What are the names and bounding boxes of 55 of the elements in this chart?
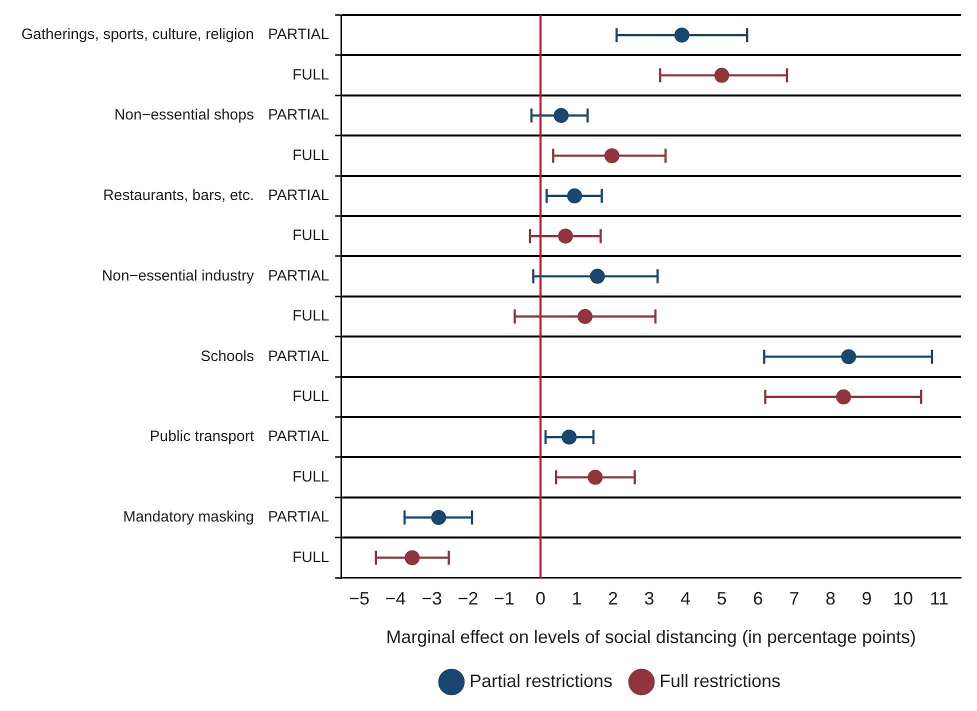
- y-tick-label: PARTIAL: [268, 26, 330, 44]
- legend-label: Full restrictions: [660, 670, 781, 691]
- x-tick-label: 8: [825, 588, 836, 609]
- y-tick-label: PARTIAL: [268, 508, 330, 526]
- point: [404, 550, 420, 566]
- point: [674, 28, 690, 43]
- y-tick-label: FULL: [292, 308, 330, 325]
- x-tick-label: −4: [385, 588, 406, 609]
- x-tick-label: 7: [789, 588, 800, 609]
- y-tick-label: FULL: [292, 388, 330, 406]
- text: Schools: [200, 348, 254, 365]
- x-tick-label: 0: [536, 588, 546, 609]
- text: Restaurants, bars, etc.: [103, 187, 254, 204]
- x-tick-label: 11: [930, 588, 949, 609]
- point: [604, 148, 620, 164]
- x-tick-label: 5: [716, 588, 727, 609]
- point: [714, 68, 730, 83]
- point: [836, 389, 852, 404]
- x-tick-label: 1: [572, 588, 582, 609]
- x-axis-title: Marginal effect on levels of social distancing (in percentage points): [386, 627, 916, 648]
- y-tick-label: FULL: [292, 146, 330, 164]
- x-tick-label: 6: [752, 588, 764, 609]
- y-tick-label: PARTIAL: [268, 106, 330, 124]
- y-tick-label: PARTIAL: [268, 187, 330, 204]
- x-tick-label: 4: [680, 588, 691, 609]
- text: Gatherings, sports, culture, religion: [21, 26, 254, 44]
- x-tick-label: 9: [862, 588, 872, 609]
- point: [841, 349, 856, 364]
- y-tick-label: FULL: [292, 66, 330, 84]
- y-tick-label: PARTIAL: [268, 267, 330, 284]
- point: [562, 430, 577, 445]
- y-tick-label: FULL: [292, 548, 330, 566]
- legend-label: Partial restrictions: [469, 670, 613, 691]
- x-tick-label: −2: [458, 588, 478, 609]
- y-tick-label: FULL: [292, 227, 330, 244]
- y-tick-label: FULL: [292, 468, 330, 486]
- point: [578, 309, 593, 324]
- point: [567, 188, 582, 204]
- text: Public transport: [150, 428, 255, 446]
- x-tick-label: 3: [644, 588, 654, 609]
- x-tick-label: 10: [892, 588, 914, 609]
- point: [588, 470, 603, 485]
- text: Mandatory masking: [123, 508, 254, 526]
- x-tick-label: −1: [494, 588, 515, 609]
- y-tick-label: PARTIAL: [268, 348, 330, 365]
- point: [590, 268, 605, 284]
- text: Non−essential shops: [114, 106, 254, 124]
- point: [558, 228, 574, 244]
- y-tick-label: PARTIAL: [268, 428, 330, 446]
- x-tick-label: −3: [421, 588, 442, 609]
- x-tick-label: 2: [608, 588, 618, 609]
- x-tick-label: −5: [348, 588, 370, 609]
- text: Non−essential industry: [102, 267, 254, 284]
- point: [431, 510, 446, 525]
- point: [554, 108, 569, 123]
